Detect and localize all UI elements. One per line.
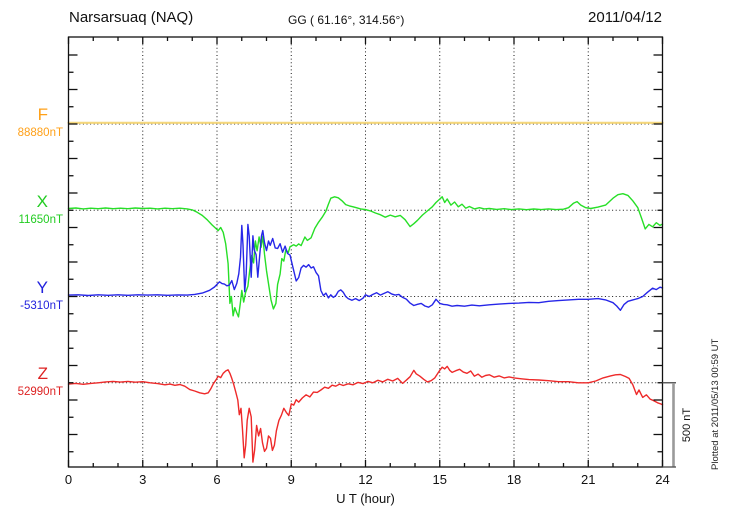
x-tick-label: 12 <box>358 472 373 487</box>
component-label-x: X <box>36 192 48 211</box>
x-tick-label: 6 <box>213 472 221 487</box>
x-axis-label: U T (hour) <box>336 491 395 506</box>
x-tick-label: 15 <box>432 472 447 487</box>
x-tick-label: 0 <box>64 472 73 487</box>
x-tick-label: 24 <box>655 472 670 487</box>
x-tick-label: 9 <box>287 472 295 487</box>
plotted-at-note: Plotted at 2011/05/13 00:59 UT <box>710 338 721 470</box>
component-label-y: Y <box>36 278 48 297</box>
component-baseline-z: 52990nT <box>17 386 63 398</box>
scale-bar-label: 500 nT <box>681 407 693 443</box>
component-label-z: Z <box>37 364 48 383</box>
station-title: Narsarsuaq (NAQ) <box>69 9 194 26</box>
component-baseline-y: -5310nT <box>20 300 63 312</box>
component-baseline-f: 88880nT <box>17 127 63 139</box>
plot-date: 2011/04/12 <box>588 9 662 26</box>
geographic-coordinates: GG ( 61.16°, 314.56°) <box>288 13 405 27</box>
component-baseline-x: 11650nT <box>18 214 63 226</box>
component-label-f: F <box>37 105 48 124</box>
x-tick-label: 21 <box>581 472 596 487</box>
x-tick-label: 3 <box>139 472 147 487</box>
x-tick-label: 18 <box>506 472 522 487</box>
